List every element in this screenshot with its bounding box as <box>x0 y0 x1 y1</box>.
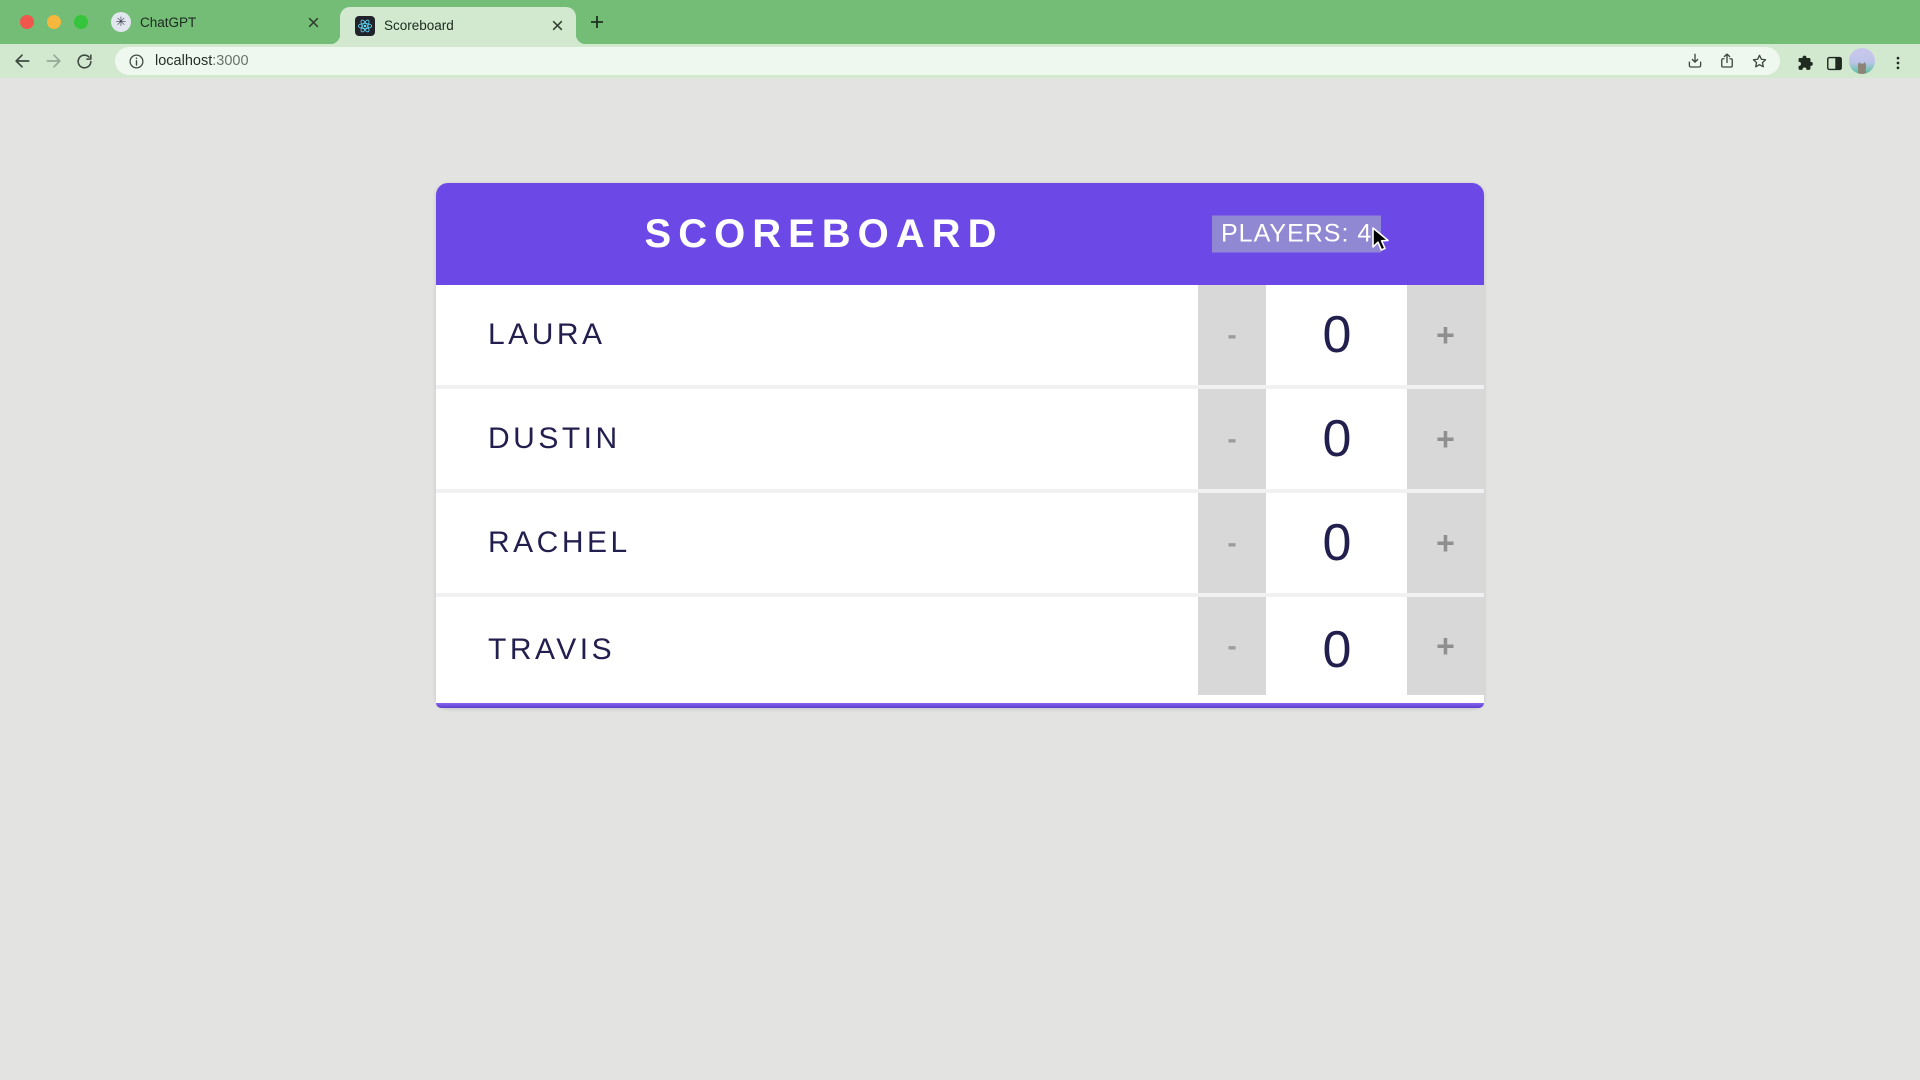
side-panel-icon[interactable] <box>1822 51 1846 75</box>
share-icon[interactable] <box>1717 51 1737 71</box>
browser-toolbar: localhost:3000 <box>0 44 1920 78</box>
player-name: DUSTIN <box>488 422 621 455</box>
decrement-button[interactable]: - <box>1198 597 1266 695</box>
player-name: TRAVIS <box>488 633 616 666</box>
chatgpt-logo-icon: ✳ <box>111 12 131 32</box>
card-bottom-border <box>436 703 1484 708</box>
players-count: PLAYERS: 4 <box>1212 215 1382 253</box>
address-bar[interactable]: localhost:3000 <box>115 47 1780 75</box>
browser-tab-strip: ✳ ChatGPT Scoreboard <box>0 0 1920 44</box>
player-score: 0 <box>1270 493 1404 593</box>
increment-button[interactable]: + <box>1407 389 1484 489</box>
back-icon[interactable] <box>10 49 34 73</box>
forward-icon[interactable] <box>42 49 66 73</box>
close-tab-icon[interactable] <box>304 13 322 31</box>
increment-button[interactable]: + <box>1407 493 1484 593</box>
scoreboard-card: SCOREBOARD PLAYERS: 4 LAURA - 0 + DUSTIN… <box>436 183 1484 708</box>
increment-button[interactable]: + <box>1407 597 1484 695</box>
reload-icon[interactable] <box>72 49 96 73</box>
tab-label: Scoreboard <box>384 18 454 33</box>
increment-button[interactable]: + <box>1407 285 1484 385</box>
decrement-button[interactable]: - <box>1198 389 1266 489</box>
player-row: LAURA - 0 + <box>436 285 1484 389</box>
window-minimize-button[interactable] <box>47 15 61 29</box>
window-zoom-button[interactable] <box>74 15 88 29</box>
scoreboard-header: SCOREBOARD PLAYERS: 4 <box>436 183 1484 285</box>
mouse-cursor <box>1371 227 1395 253</box>
url-host: localhost <box>155 53 213 69</box>
bookmark-star-icon[interactable] <box>1749 51 1769 71</box>
close-tab-icon[interactable] <box>548 17 566 35</box>
page-background: SCOREBOARD PLAYERS: 4 LAURA - 0 + DUSTIN… <box>0 78 1920 1080</box>
page-title: SCOREBOARD <box>644 211 1004 256</box>
player-name: RACHEL <box>488 526 631 559</box>
decrement-button[interactable]: - <box>1198 285 1266 385</box>
site-info-icon[interactable] <box>128 53 145 70</box>
menu-dots-icon[interactable] <box>1886 51 1910 75</box>
tab-scoreboard[interactable]: Scoreboard <box>330 7 586 44</box>
extensions-icon[interactable] <box>1792 51 1816 75</box>
player-row: RACHEL - 0 + <box>436 493 1484 597</box>
download-icon[interactable] <box>1685 51 1705 71</box>
player-row: TRAVIS - 0 + <box>436 597 1484 703</box>
tab-label: ChatGPT <box>140 14 197 30</box>
player-score: 0 <box>1270 285 1404 385</box>
url-text: localhost:3000 <box>155 53 249 69</box>
window-close-button[interactable] <box>20 15 34 29</box>
player-name: LAURA <box>488 318 606 351</box>
profile-avatar[interactable] <box>1849 48 1875 74</box>
player-score: 0 <box>1270 389 1404 489</box>
react-logo-icon <box>355 15 375 36</box>
tab-chatgpt[interactable]: ✳ ChatGPT <box>96 0 332 44</box>
window-controls <box>20 15 88 29</box>
url-port: :3000 <box>212 53 249 69</box>
decrement-button[interactable]: - <box>1198 493 1266 593</box>
player-score: 0 <box>1270 597 1404 703</box>
player-row: DUSTIN - 0 + <box>436 389 1484 493</box>
new-tab-button[interactable] <box>584 9 610 35</box>
